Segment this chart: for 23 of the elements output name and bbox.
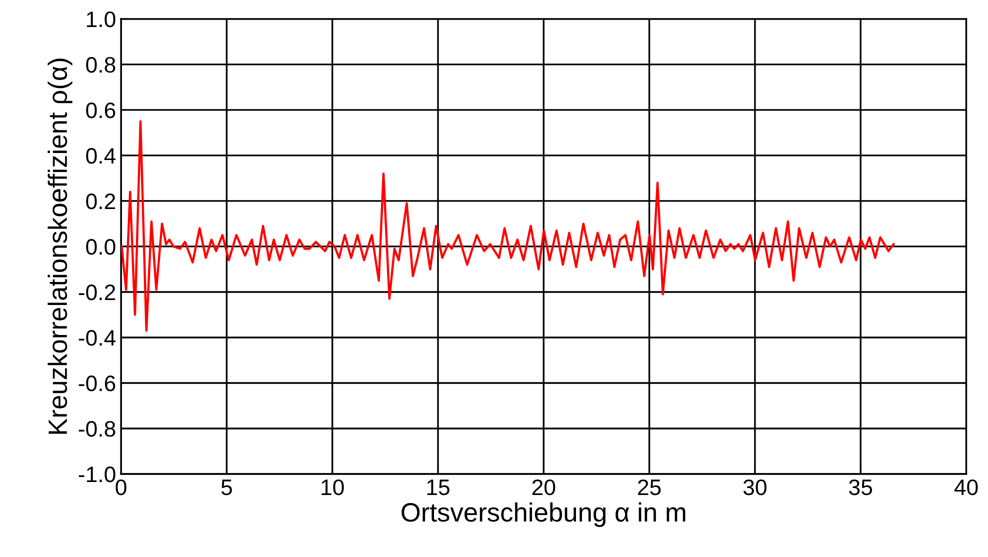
y-tick-label: -0.4 [78, 330, 116, 346]
y-tick-label: -1.0 [78, 466, 116, 482]
y-tick-label: 1.0 [86, 11, 116, 28]
y-tick-label: 0.8 [86, 56, 116, 73]
y-tick-label: -0.6 [78, 376, 116, 392]
y-tick-label: 0.6 [86, 102, 116, 118]
y-tick-label: 0.0 [86, 239, 116, 255]
x-axis-title: Ortsverschiebung α in m [402, 502, 686, 527]
x-tick-label: 15 [427, 480, 450, 496]
x-tick-label: 5 [221, 480, 232, 496]
line-series [121, 120, 895, 332]
x-tick-label: 40 [954, 479, 978, 496]
x-tick-label: 30 [743, 479, 766, 496]
y-tick-label: -0.8 [78, 421, 116, 437]
y-tick-label: 0.2 [86, 194, 116, 210]
y-tick-label: -0.2 [78, 284, 116, 300]
x-tick-label: 25 [638, 479, 661, 496]
y-axis-title: Kreuzkorrelationskoeffizient ρ(α) [48, 58, 72, 434]
x-tick-label: 0 [116, 479, 126, 496]
x-tick-label: 20 [532, 479, 556, 496]
x-tick-label: 10 [322, 479, 344, 496]
x-tick-label: 35 [849, 479, 872, 496]
y-tick-label: 0.4 [86, 148, 116, 164]
